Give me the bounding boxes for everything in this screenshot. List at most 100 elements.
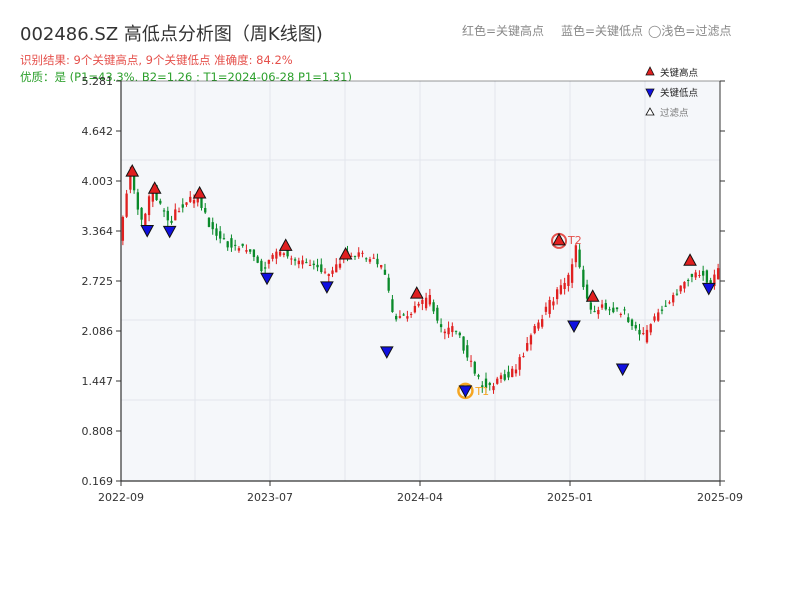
candle-body: [496, 378, 499, 384]
candle-body: [694, 272, 697, 278]
candle-body: [657, 312, 660, 321]
candle-body: [297, 260, 300, 265]
candle-body: [357, 252, 360, 257]
candle-body: [278, 251, 282, 256]
candle-body: [428, 294, 432, 305]
candle-body: [207, 217, 211, 227]
candle-body: [219, 231, 222, 239]
candle-body: [136, 192, 140, 210]
candle-body: [174, 209, 177, 221]
candle-body: [447, 327, 450, 335]
candle-body: [222, 238, 226, 240]
candle-body: [204, 207, 207, 213]
candle-body: [166, 210, 169, 221]
candle-body: [469, 360, 473, 362]
legend-label-high: 关键高点: [660, 67, 699, 79]
candle-body: [144, 213, 147, 227]
candle-body: [252, 249, 256, 257]
candle-body: [380, 265, 383, 268]
candle-body: [451, 326, 454, 333]
color-legend-filtered: ◯浅色=过滤点: [648, 24, 732, 38]
candle-body: [600, 304, 604, 308]
candle-body: [406, 316, 409, 319]
candle-body: [312, 263, 315, 266]
candle-body: [211, 222, 214, 230]
candle-body: [499, 375, 503, 379]
candle-body: [192, 200, 196, 204]
color-legend-low: 蓝色=关键低点: [561, 24, 644, 38]
candle-body: [383, 269, 387, 275]
candle-body: [574, 245, 578, 263]
candle-body: [290, 258, 293, 260]
candle-body: [559, 285, 563, 294]
candle-body: [541, 319, 544, 327]
candle-body: [256, 256, 259, 263]
marker-label-t1: T1: [474, 385, 489, 398]
key-low-marker: [379, 346, 394, 359]
candle-body: [308, 264, 312, 266]
candle-body: [552, 301, 555, 306]
key-high-marker: [585, 289, 600, 302]
x-tick-label: 2023-07: [247, 491, 293, 504]
candle-body: [391, 299, 394, 312]
candle-body: [443, 331, 446, 334]
candle-body: [668, 302, 671, 304]
candle-body: [338, 263, 342, 268]
candle-body: [555, 289, 559, 300]
candle-body: [350, 255, 353, 257]
y-tick-label: 3.364: [82, 225, 114, 238]
key-high-marker: [147, 181, 162, 194]
candle-body: [234, 244, 237, 246]
candle-body: [589, 302, 593, 310]
candle-body: [421, 299, 424, 304]
candle-body: [563, 282, 566, 290]
y-tick-label: 2.086: [82, 325, 114, 338]
key-low-marker: [260, 272, 274, 286]
candle-body: [709, 280, 712, 284]
key-high-marker: [683, 253, 697, 266]
candles: [121, 166, 720, 394]
candle-body: [664, 305, 667, 307]
candle-body: [398, 316, 402, 318]
candle-body: [466, 345, 469, 358]
candle-body: [361, 252, 364, 254]
candle-body: [185, 202, 188, 205]
candle-body: [593, 311, 596, 313]
candle-body: [125, 193, 128, 217]
candle-body: [653, 316, 656, 321]
candle-body: [713, 274, 716, 287]
key-high-marker: [278, 238, 293, 251]
candle-body: [537, 322, 540, 329]
candle-body: [395, 315, 398, 320]
candle-body: [439, 324, 443, 328]
marker-label-t2: T2: [567, 234, 582, 247]
candle-body: [121, 217, 125, 241]
candle-body: [507, 371, 510, 378]
x-tick-label: 2024-04: [397, 491, 443, 504]
candle-body: [267, 259, 271, 264]
candle-body: [458, 332, 461, 336]
candle-body: [245, 250, 248, 252]
candle-body: [260, 260, 263, 272]
quality-line: 优质：是 (P1=43.3%, B2=1.26 ; T1=2024-06-28 …: [20, 70, 352, 84]
legend-label-filtered: 过滤点: [660, 107, 689, 119]
x-tick-label: 2025-01: [547, 491, 593, 504]
legend-marker-high: [645, 66, 655, 76]
candle-body: [642, 333, 645, 335]
candle-body: [436, 307, 439, 321]
candle-body: [305, 262, 308, 264]
legend-label-low: 关键低点: [660, 87, 699, 99]
candle-body: [368, 259, 372, 262]
candle-body: [271, 254, 274, 259]
candle-body: [181, 204, 184, 208]
candle-body: [402, 314, 405, 316]
result-line: 识别结果: 9个关键高点, 9个关键低点 准确度: 84.2%: [20, 53, 293, 67]
candle-body: [585, 284, 589, 299]
candle-body: [645, 329, 649, 343]
key-low-marker: [701, 282, 716, 296]
candle-body: [237, 248, 241, 251]
candle-body: [608, 309, 611, 311]
candle-body: [376, 258, 379, 265]
key-high-marker: [338, 246, 353, 260]
y-tick-label: 0.169: [82, 475, 114, 488]
